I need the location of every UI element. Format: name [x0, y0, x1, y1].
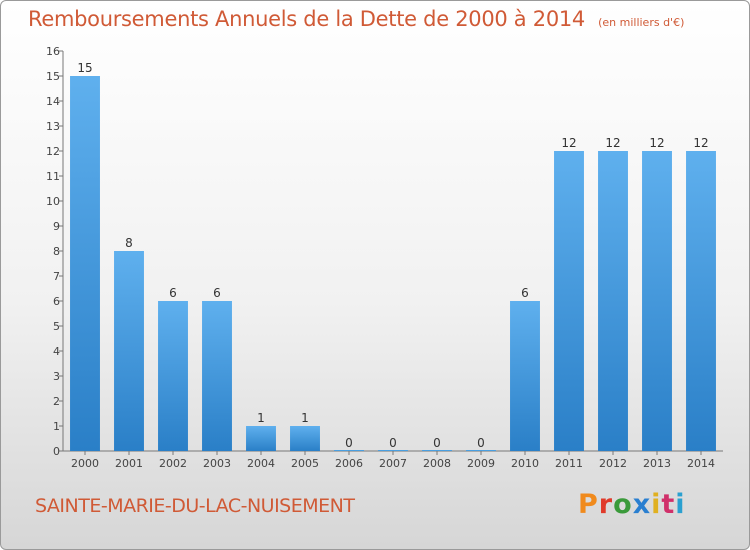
- chart-subtitle: (en milliers d'€): [598, 16, 685, 29]
- bar-2002: [158, 301, 188, 451]
- logo-letter: P: [578, 489, 599, 520]
- data-label-2009: 0: [477, 436, 485, 450]
- bar-2004: [246, 426, 276, 451]
- data-label-2000: 15: [77, 61, 92, 75]
- bar-2010: [510, 301, 540, 451]
- y-tick-label: 2: [53, 395, 60, 408]
- y-tick-label: 10: [46, 195, 60, 208]
- x-tick-label-2000: 2000: [71, 457, 99, 470]
- y-tick-label: 4: [53, 345, 60, 358]
- data-label-2010: 6: [521, 286, 529, 300]
- y-tick-label: 9: [53, 220, 60, 233]
- x-tick-label-2004: 2004: [247, 457, 275, 470]
- y-tick-label: 5: [53, 320, 60, 333]
- logo-letter: t: [661, 489, 676, 520]
- x-tick-label-2001: 2001: [115, 457, 143, 470]
- data-label-2013: 12: [649, 136, 664, 150]
- data-label-2008: 0: [433, 436, 441, 450]
- y-tick-label: 16: [46, 45, 60, 58]
- x-tick-label-2010: 2010: [511, 457, 539, 470]
- y-tick-label: 13: [46, 120, 60, 133]
- y-tick-label: 11: [46, 170, 60, 183]
- y-tick-label: 1: [53, 420, 60, 433]
- y-tick-label: 8: [53, 245, 60, 258]
- logo-letter: o: [613, 489, 633, 520]
- data-label-2002: 6: [169, 286, 177, 300]
- logo-letter: i: [675, 489, 686, 520]
- bar-2001: [114, 251, 144, 451]
- data-label-2014: 12: [693, 136, 708, 150]
- bar-2005: [290, 426, 320, 451]
- x-tick-label-2014: 2014: [687, 457, 715, 470]
- chart-title: Remboursements Annuels de la Dette de 20…: [28, 7, 585, 31]
- y-tick-label: 6: [53, 295, 60, 308]
- data-label-2001: 8: [125, 236, 133, 250]
- x-tick-label-2012: 2012: [599, 457, 627, 470]
- x-tick-label-2009: 2009: [467, 457, 495, 470]
- y-tick-label: 3: [53, 370, 60, 383]
- data-label-2007: 0: [389, 436, 397, 450]
- logo-letter: x: [632, 489, 652, 520]
- commune-name: SAINTE-MARIE-DU-LAC-NUISEMENT: [35, 495, 355, 517]
- x-tick-label-2005: 2005: [291, 457, 319, 470]
- data-label-2011: 12: [561, 136, 576, 150]
- x-tick-label-2013: 2013: [643, 457, 671, 470]
- x-tick-label-2006: 2006: [335, 457, 363, 470]
- data-label-2004: 1: [257, 411, 265, 425]
- title-block: Remboursements Annuels de la Dette de 20…: [28, 7, 684, 31]
- y-tick-label: 15: [46, 70, 60, 83]
- bar-2014: [686, 151, 716, 451]
- logo-letter: i: [651, 489, 662, 520]
- x-tick-label-2008: 2008: [423, 457, 451, 470]
- y-tick-label: 7: [53, 270, 60, 283]
- bars: [70, 76, 716, 451]
- bar-2013: [642, 151, 672, 451]
- y-tick-label: 14: [46, 95, 60, 108]
- data-label-2003: 6: [213, 286, 221, 300]
- data-label-2005: 1: [301, 411, 309, 425]
- bar-2000: [70, 76, 100, 451]
- x-tick-label-2007: 2007: [379, 457, 407, 470]
- bar-2011: [554, 151, 584, 451]
- x-tick-label-2003: 2003: [203, 457, 231, 470]
- bar-2012: [598, 151, 628, 451]
- data-label-2006: 0: [345, 436, 353, 450]
- x-tick-label-2011: 2011: [555, 457, 583, 470]
- y-tick-label: 0: [53, 445, 60, 458]
- x-tick-label-2002: 2002: [159, 457, 187, 470]
- bar-2003: [202, 301, 232, 451]
- data-label-2012: 12: [605, 136, 620, 150]
- proxiti-logo[interactable]: Proxiti: [578, 489, 686, 520]
- logo-letter: r: [598, 489, 614, 520]
- y-tick-label: 12: [46, 145, 60, 158]
- labels: 2000152001820026200362004120051200602007…: [71, 61, 715, 470]
